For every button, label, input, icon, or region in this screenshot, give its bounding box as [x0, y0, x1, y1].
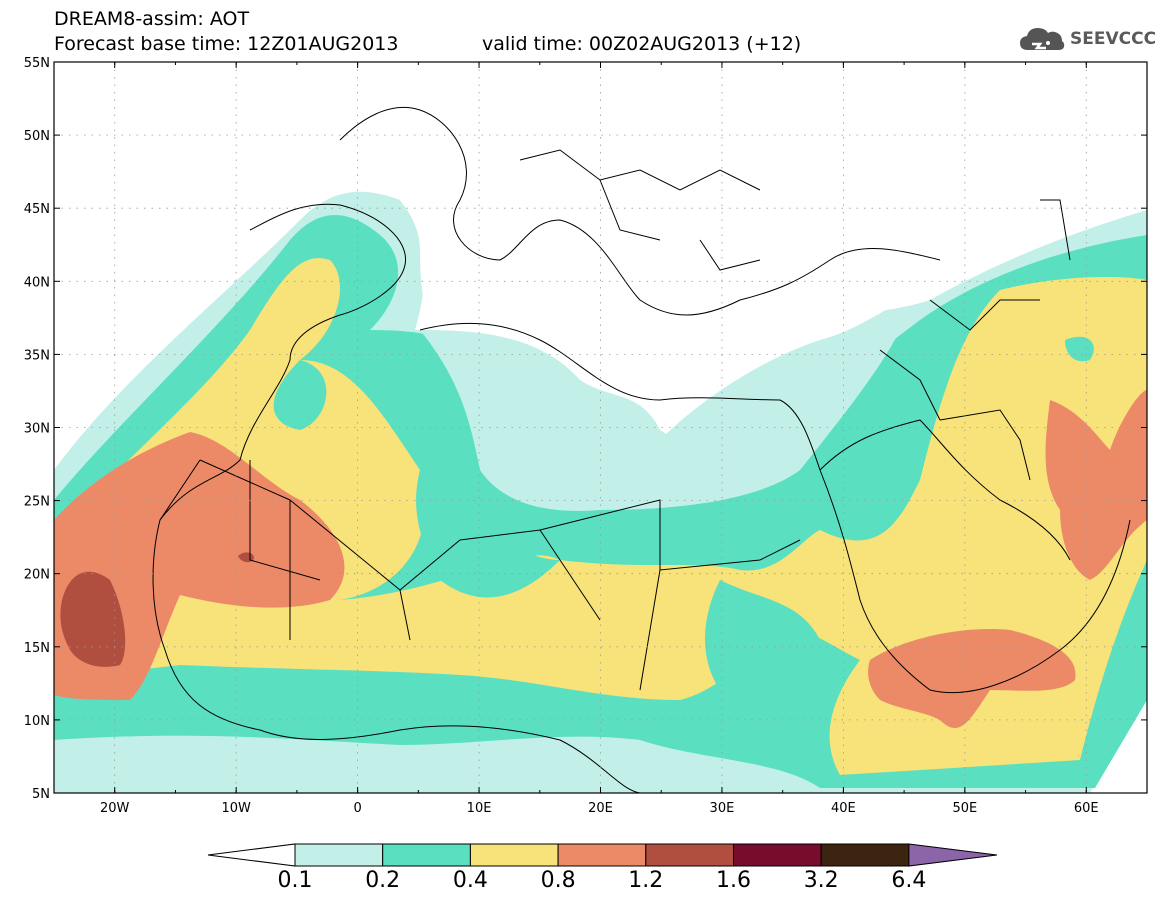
colorbar-arrow-left: [207, 843, 296, 867]
lon-label: 10W: [221, 801, 251, 816]
colorbar-swatch: [469, 843, 559, 867]
lat-label: 50N: [24, 129, 50, 144]
aot-contour-fill: [54, 62, 1147, 793]
lat-label: 15N: [24, 641, 50, 656]
lon-label: 0: [353, 801, 361, 816]
lat-label: 25N: [24, 495, 50, 510]
aot-band-0.8: [54, 432, 345, 700]
colorbar-label: 0.8: [540, 868, 576, 893]
colorbar-arrow-right: [908, 843, 997, 867]
plot-frame: [53, 61, 1148, 794]
lon-label: 20E: [588, 801, 613, 816]
colorbar-label: 1.2: [628, 868, 664, 893]
lat-label: 45N: [24, 202, 50, 217]
aot-band-1.2: [60, 571, 126, 667]
aot-low-region: [54, 62, 1147, 448]
logo-text: SEEVCCC: [1070, 29, 1157, 49]
colorbar-label: 0.4: [452, 868, 488, 893]
lat-label: 55N: [24, 56, 50, 71]
colorbar-swatch: [557, 843, 647, 867]
map-title: DREAM8-assim: AOT: [54, 8, 250, 30]
colorbar-label: 0.2: [365, 868, 401, 893]
lat-label: 30N: [24, 422, 50, 437]
lat-label: 5N: [32, 787, 50, 802]
lon-label: 50E: [952, 801, 977, 816]
colorbar-label: 6.4: [891, 868, 927, 893]
colorbar-swatch: [733, 843, 822, 867]
lat-labels: 55N 50N 45N 40N 35N 30N 25N 20N 15N 10N 5N: [24, 56, 50, 802]
forecast-base-time: Forecast base time: 12Z01AUG2013: [54, 33, 399, 55]
lat-label: 20N: [24, 568, 50, 583]
colorbar-label: 3.2: [803, 868, 839, 893]
lon-label: 40E: [831, 801, 856, 816]
lon-label: 60E: [1074, 801, 1099, 816]
seevccc-logo: SEEVCCC: [1018, 22, 1156, 56]
aot-band-0.4: [54, 258, 1147, 775]
lon-labels: 20W 10W 0 10E 20E 30E 40E 50E 60E: [100, 801, 1099, 816]
coastlines: [152, 106, 1131, 793]
lat-label: 35N: [24, 348, 50, 363]
lon-label: 30E: [710, 801, 735, 816]
lon-label: 20W: [100, 801, 130, 816]
lon-label: 10E: [467, 801, 492, 816]
cloud-logo-icon: [1020, 28, 1065, 50]
valid-time: valid time: 00Z02AUG2013 (+12): [482, 33, 802, 55]
colorbar-swatch: [820, 843, 910, 867]
colorbar-label: 0.1: [277, 868, 313, 893]
colorbar-swatch: [382, 843, 471, 867]
colorbar-label: 1.6: [716, 868, 751, 893]
colorbar-swatch: [645, 843, 734, 867]
lat-label: 10N: [24, 714, 50, 729]
colorbar: [207, 843, 997, 867]
lat-label: 40N: [24, 275, 50, 290]
colorbar-swatch: [294, 843, 384, 867]
